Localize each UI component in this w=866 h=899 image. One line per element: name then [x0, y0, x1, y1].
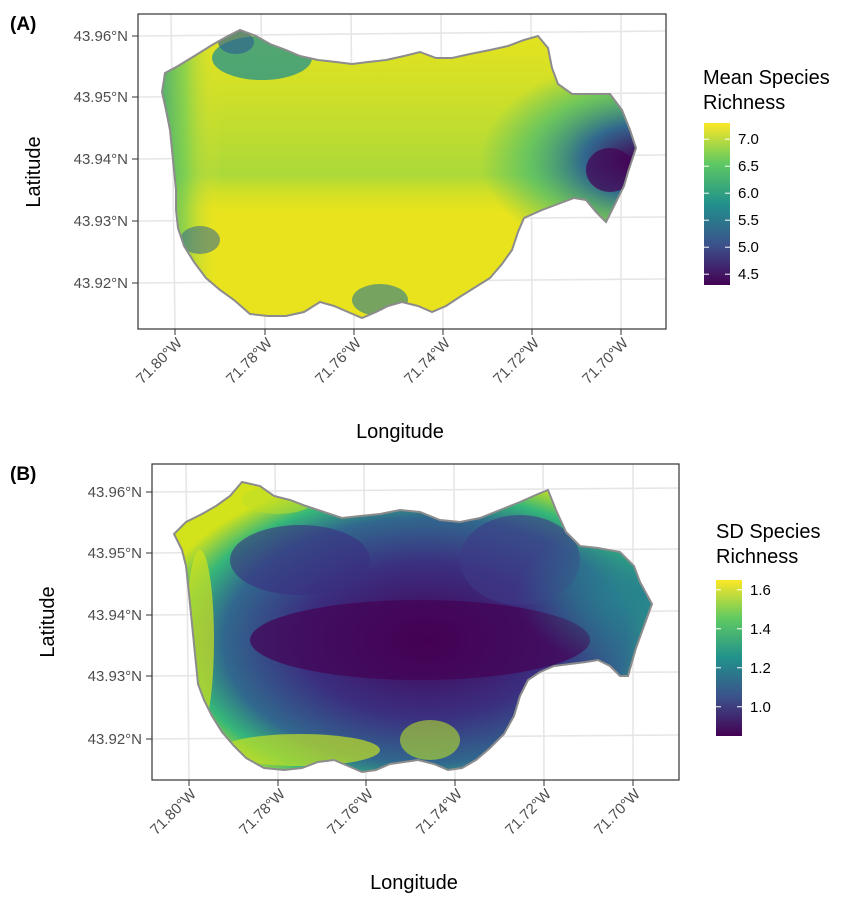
panel-b-y-tick: 43.93°N	[88, 668, 142, 685]
panel-a-x-axis: 71.80°W 71.78°W 71.76°W 71.74°W 71.72°W …	[133, 329, 632, 388]
panel-a-x-tick: 71.80°W	[133, 334, 186, 387]
panel-b-x-tick: 71.70°W	[591, 785, 644, 838]
panel-b-y-tick: 43.94°N	[88, 607, 142, 624]
panel-a-y-tick: 43.94°N	[74, 151, 128, 168]
panel-b-y-label: Latitude	[37, 586, 59, 657]
panel-a: (A)	[10, 13, 830, 443]
panel-a-legend-tick-label: 4.5	[738, 266, 759, 283]
panel-a-y-axis: 43.96°N 43.95°N 43.94°N 43.93°N 43.92°N	[74, 28, 138, 292]
panel-b-y-tick: 43.95°N	[88, 545, 142, 562]
panel-a-y-tick: 43.96°N	[74, 28, 128, 45]
panel-b-legend-tick-label: 1.6	[750, 582, 771, 599]
panel-b-x-tick: 71.72°W	[502, 785, 555, 838]
panel-b-border	[151, 463, 680, 781]
panel-a-x-tick: 71.70°W	[579, 334, 632, 387]
panel-b-legend-tick-label: 1.2	[750, 660, 771, 677]
panel-a-y-tick: 43.95°N	[74, 89, 128, 106]
panel-b-y-axis: 43.96°N 43.95°N 43.94°N 43.93°N 43.92°N	[88, 484, 152, 748]
panel-a-x-tick: 71.78°W	[223, 334, 276, 387]
panel-a-legend-tick-label: 7.0	[738, 131, 759, 148]
panel-a-legend-tick-label: 6.0	[738, 185, 759, 202]
panel-a-legend-title-line: Mean Species	[703, 67, 830, 89]
panel-b-tag: (B)	[10, 464, 36, 485]
panel-a-y-tick: 43.93°N	[74, 213, 128, 230]
panel-a-legend-title-line: Richness	[703, 92, 785, 114]
panel-a-x-tick: 71.74°W	[401, 334, 454, 387]
panel-b-legend-title-line: Richness	[716, 546, 798, 568]
panel-b-legend-tick-label: 1.0	[750, 699, 771, 716]
panel-b-legend: SD Species Richness 1.6 1.4 1.2 1.0	[716, 521, 821, 736]
panel-a-y-tick: 43.92°N	[74, 275, 128, 292]
panel-b-legend-tick-label: 1.4	[750, 621, 771, 638]
panel-b: (B)	[10, 463, 821, 894]
panel-b-x-tick: 71.74°W	[413, 785, 466, 838]
panel-b-x-tick: 71.78°W	[236, 785, 289, 838]
panel-b-x-tick: 71.80°W	[147, 785, 200, 838]
panel-a-tag: (A)	[10, 14, 36, 35]
panel-a-legend-tick-label: 5.0	[738, 239, 759, 256]
panel-a-x-label: Longitude	[356, 421, 444, 443]
panel-b-x-axis: 71.80°W 71.78°W 71.76°W 71.74°W 71.72°W …	[147, 780, 644, 839]
panel-a-legend-tick-label: 5.5	[738, 212, 759, 229]
panel-a-x-tick: 71.72°W	[490, 334, 543, 387]
panel-b-x-label: Longitude	[370, 872, 458, 894]
panel-a-legend-tick-label: 6.5	[738, 158, 759, 175]
panel-b-legend-title-line: SD Species	[716, 521, 821, 543]
panel-b-x-tick: 71.76°W	[324, 785, 377, 838]
panel-b-y-tick: 43.96°N	[88, 484, 142, 501]
panel-a-border	[137, 13, 667, 330]
panel-b-colorbar	[716, 580, 742, 736]
panel-a-legend: Mean Species Richness 7.0 6.5 6.0 5.5 5.0 4.5	[703, 67, 830, 285]
panel-a-y-label: Latitude	[23, 136, 45, 207]
panel-b-y-tick: 43.92°N	[88, 731, 142, 748]
panel-a-x-tick: 71.76°W	[312, 334, 365, 387]
panel-a-colorbar	[704, 123, 730, 285]
